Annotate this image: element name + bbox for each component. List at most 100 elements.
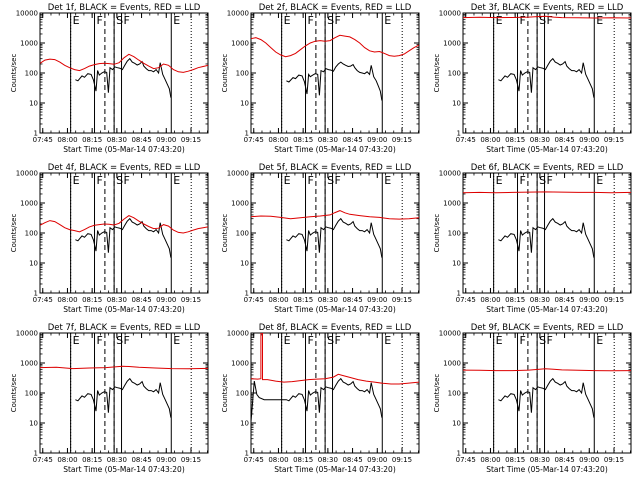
marker-label: F	[335, 334, 341, 347]
marker-label: S	[539, 174, 546, 187]
marker-label: F	[308, 334, 314, 347]
x-tick-label: 07:45	[33, 296, 53, 304]
marker-label: F	[520, 14, 526, 27]
x-tick-label: 08:45	[342, 136, 362, 144]
y-tick-label: 10000	[16, 330, 38, 338]
x-tick-label: 07:45	[244, 456, 264, 464]
series-line-lld	[463, 191, 631, 194]
x-axis-label: Start Time (05-Mar-14 07:43:20)	[63, 305, 185, 314]
marker-label: F	[547, 334, 553, 347]
x-tick-label: 07:45	[456, 456, 476, 464]
series-line-events	[75, 377, 172, 418]
x-tick-label: 09:15	[181, 296, 201, 304]
y-axis-label: Counts/sec	[433, 374, 441, 413]
marker-label: F	[97, 174, 103, 187]
y-tick-label: 10000	[16, 170, 38, 178]
x-tick-label: 09:00	[367, 136, 387, 144]
plot-frame	[462, 332, 632, 454]
marker-label: F	[547, 174, 553, 187]
y-tick-label: 1000	[443, 360, 461, 368]
x-tick-label: 07:45	[456, 296, 476, 304]
marker-label: E	[284, 174, 291, 187]
y-tick-label: 1	[245, 130, 249, 138]
series-line-events	[286, 217, 383, 258]
x-axis-label: Start Time (05-Mar-14 07:43:20)	[274, 305, 396, 314]
marker-label: E	[384, 334, 391, 347]
x-tick-label: 08:15	[293, 456, 313, 464]
x-tick-label: 07:45	[244, 296, 264, 304]
y-axis-label: Counts/sec	[433, 54, 441, 93]
marker-label: E	[284, 334, 291, 347]
marker-label: F	[335, 174, 341, 187]
y-tick-label: 10000	[439, 10, 461, 18]
marker-label: E	[173, 334, 180, 347]
y-tick-label: 1000	[231, 200, 249, 208]
marker-label: S	[327, 14, 334, 27]
chart-panel-6: Det 6f, BLACK = Events, RED = LLD 1 10 100 1…	[433, 163, 632, 314]
chart-title: Det 8f, BLACK = Events, RED = LLD	[259, 323, 412, 333]
series-line-lld	[251, 210, 419, 220]
x-tick-label: 08:00	[268, 456, 288, 464]
series-line-events	[498, 57, 595, 98]
y-tick-label: 10	[240, 420, 249, 428]
y-tick-label: 10000	[227, 10, 249, 18]
chart-title: Det 4f, BLACK = Events, RED = LLD	[48, 163, 201, 173]
y-tick-label: 100	[236, 70, 249, 78]
series-line-lld	[463, 368, 631, 372]
x-tick-label: 09:15	[181, 136, 201, 144]
x-tick-label: 08:30	[107, 136, 127, 144]
y-tick-label: 10000	[439, 330, 461, 338]
x-tick-label: 08:45	[554, 296, 574, 304]
chart-panel-2: Det 2f, BLACK = Events, RED = LLD 1 10 100 1…	[221, 3, 420, 154]
marker-label: E	[596, 174, 603, 187]
marker-label: E	[73, 334, 80, 347]
marker-label: F	[335, 14, 341, 27]
x-tick-label: 08:30	[318, 136, 338, 144]
y-tick-label: 10000	[16, 10, 38, 18]
marker-label: E	[173, 174, 180, 187]
x-axis-label: Start Time (05-Mar-14 07:43:20)	[274, 465, 396, 474]
x-tick-label: 08:30	[318, 456, 338, 464]
x-tick-label: 08:15	[82, 296, 102, 304]
y-tick-label: 1000	[231, 360, 249, 368]
x-tick-label: 08:15	[505, 296, 525, 304]
marker-label: F	[124, 334, 130, 347]
plot-frame	[39, 12, 209, 134]
x-tick-label: 08:45	[342, 296, 362, 304]
x-tick-label: 09:00	[156, 296, 176, 304]
marker-label: E	[384, 174, 391, 187]
x-tick-label: 08:30	[530, 456, 550, 464]
series-line-lld	[463, 15, 631, 19]
y-tick-label: 1000	[443, 200, 461, 208]
x-tick-label: 09:15	[392, 296, 412, 304]
x-tick-label: 08:15	[82, 136, 102, 144]
marker-label: S	[116, 174, 123, 187]
series-line-events	[75, 217, 172, 258]
marker-label: F	[124, 14, 130, 27]
x-tick-label: 08:00	[268, 296, 288, 304]
marker-label: E	[596, 14, 603, 27]
chart-panel-9: Det 9f, BLACK = Events, RED = LLD 1 10 100 1…	[433, 323, 632, 474]
marker-label: S	[327, 334, 334, 347]
y-axis-label: Counts/sec	[10, 214, 18, 253]
x-tick-label: 08:30	[318, 296, 338, 304]
marker-label: S	[539, 334, 546, 347]
marker-label: F	[520, 334, 526, 347]
y-tick-label: 1	[34, 290, 38, 298]
plot-frame	[39, 332, 209, 454]
x-axis-label: Start Time (05-Mar-14 07:43:20)	[63, 465, 185, 474]
x-tick-label: 08:30	[107, 296, 127, 304]
x-tick-label: 07:45	[33, 456, 53, 464]
x-tick-label: 09:15	[392, 136, 412, 144]
x-tick-label: 08:45	[131, 296, 151, 304]
x-tick-label: 07:45	[456, 136, 476, 144]
plot-frame	[250, 332, 420, 454]
y-tick-label: 10000	[227, 170, 249, 178]
x-tick-label: 08:30	[107, 456, 127, 464]
y-tick-label: 1000	[20, 360, 38, 368]
chart-title: Det 7f, BLACK = Events, RED = LLD	[48, 323, 201, 333]
x-tick-label: 09:15	[604, 136, 624, 144]
series-line-lld	[40, 215, 208, 234]
x-tick-label: 08:45	[554, 136, 574, 144]
y-tick-label: 10000	[439, 170, 461, 178]
